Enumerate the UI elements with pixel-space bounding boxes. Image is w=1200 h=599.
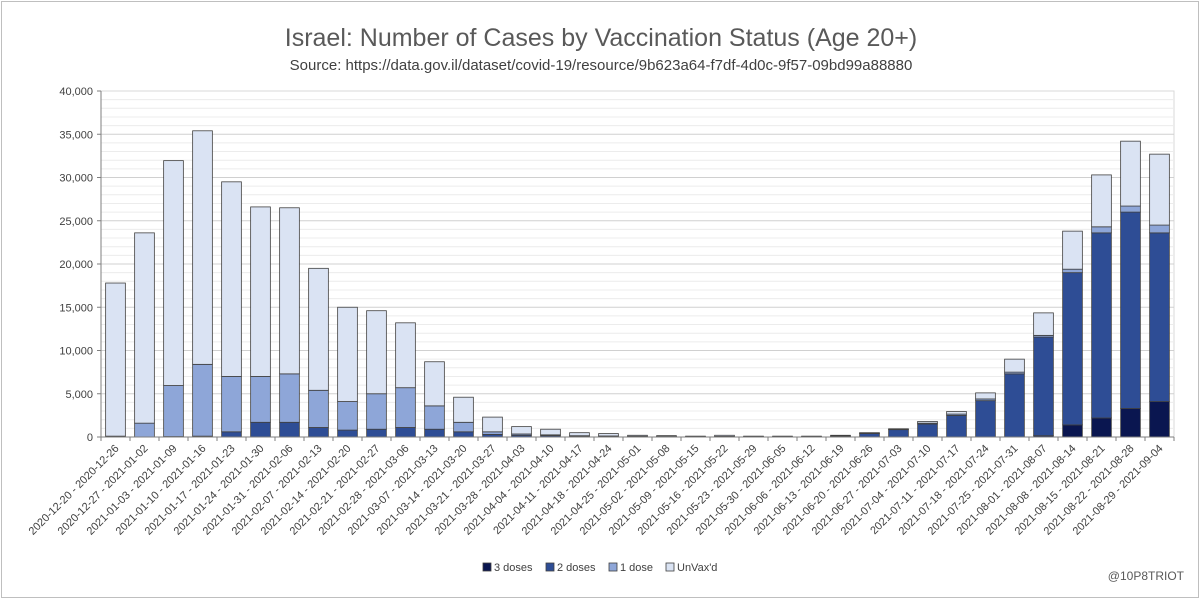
- bar-1-dose-4: [221, 376, 242, 433]
- bar-unvax-d-30: [975, 392, 996, 400]
- bar-unvax-d-8: [337, 306, 358, 402]
- bar-unvax-d-0: [105, 282, 126, 437]
- y-tick-label: 40,000: [59, 86, 93, 98]
- bar-2-doses-4: [221, 431, 242, 438]
- bar-2-doses-10: [395, 427, 416, 438]
- bar-2-doses-32: [1033, 336, 1054, 437]
- bar-1-dose-9: [366, 393, 387, 430]
- y-tick-label: 20,000: [59, 259, 93, 271]
- y-tick-label: 0: [87, 432, 93, 444]
- y-tick-label: 5,000: [65, 389, 93, 401]
- bar-2-doses-30: [975, 400, 996, 438]
- bar-1-dose-36: [1149, 224, 1170, 234]
- bar-unvax-d-2: [163, 160, 184, 386]
- bar-unvax-d-36: [1149, 153, 1170, 226]
- bar-unvax-d-1: [134, 232, 155, 424]
- bar-1-dose-12: [453, 421, 474, 433]
- bar-1-dose-33: [1062, 268, 1083, 274]
- bar-3-doses-33: [1062, 424, 1083, 438]
- bar-unvax-d-19: [656, 435, 677, 437]
- bar-unvax-d-5: [250, 206, 271, 377]
- bar-2-doses-11: [424, 428, 445, 438]
- legend-swatch-3-doses: [482, 562, 492, 572]
- y-tick-label: 30,000: [59, 173, 93, 185]
- bar-1-dose-7: [308, 389, 329, 428]
- bar-unvax-d-29: [946, 411, 967, 415]
- bar-1-dose-1: [134, 422, 155, 438]
- bar-2-doses-33: [1062, 272, 1083, 426]
- y-tick-label: 35,000: [59, 129, 93, 141]
- bar-2-doses-34: [1091, 232, 1112, 419]
- bar-3-doses-36: [1149, 401, 1170, 438]
- bar-2-doses-31: [1004, 373, 1025, 438]
- bar-unvax-d-15: [540, 428, 561, 436]
- legend-swatch-unvax-d: [665, 562, 675, 572]
- bar-2-doses-28: [917, 423, 938, 438]
- bars: [105, 130, 1170, 438]
- bar-1-dose-6: [279, 373, 300, 423]
- bar-2-doses-9: [366, 428, 387, 438]
- bar-3-doses-34: [1091, 417, 1112, 438]
- legend-label-1-dose: 1 dose: [620, 562, 653, 574]
- bar-1-dose-11: [424, 405, 445, 430]
- bar-1-dose-34: [1091, 226, 1112, 234]
- bar-unvax-d-11: [424, 361, 445, 407]
- bar-unvax-d-17: [598, 433, 619, 437]
- bar-unvax-d-9: [366, 310, 387, 395]
- bar-2-doses-6: [279, 421, 300, 438]
- legend-label-3-doses: 3 doses: [494, 562, 533, 574]
- bar-unvax-d-33: [1062, 230, 1083, 270]
- chart-subtitle: Source: https://data.gov.il/dataset/covi…: [289, 57, 913, 74]
- bar-1-dose-8: [337, 401, 358, 431]
- bar-1-dose-35: [1120, 205, 1141, 213]
- bar-unvax-d-4: [221, 181, 242, 377]
- legend-label-unvax-d: UnVax'd: [677, 562, 717, 574]
- bar-2-doses-35: [1120, 211, 1141, 409]
- bar-unvax-d-35: [1120, 140, 1141, 207]
- y-tick-label: 10,000: [59, 346, 93, 358]
- legend-swatch-1-dose: [608, 562, 618, 572]
- bar-2-doses-5: [250, 421, 271, 438]
- bar-unvax-d-12: [453, 396, 474, 423]
- bar-1-dose-2: [163, 385, 184, 437]
- bar-2-doses-29: [946, 414, 967, 438]
- bar-unvax-d-18: [627, 434, 648, 437]
- bar-unvax-d-21: [714, 434, 735, 437]
- axes: 0 5,000 10,000 15,000 20,000 25,000 30,000 35,0…: [27, 86, 1175, 538]
- bar-2-doses-8: [337, 429, 358, 438]
- bar-unvax-d-6: [279, 207, 300, 375]
- legend-swatch-2-doses: [545, 562, 555, 572]
- bar-3-doses-35: [1120, 408, 1141, 438]
- credit-label: @10P8TRIOT: [1107, 569, 1184, 583]
- bar-unvax-d-16: [569, 432, 590, 437]
- legend: 3 doses 2 doses 1 dose UnVax'd: [482, 562, 717, 574]
- bar-unvax-d-10: [395, 322, 416, 389]
- bar-1-dose-3: [192, 363, 213, 437]
- bar-unvax-d-3: [192, 130, 213, 365]
- bar-unvax-d-31: [1004, 358, 1025, 373]
- bar-unvax-d-28: [917, 421, 938, 424]
- bar-1-dose-5: [250, 376, 271, 423]
- bar-2-doses-36: [1149, 232, 1170, 402]
- bar-2-doses-7: [308, 427, 329, 438]
- chart-title: Israel: Number of Cases by Vaccination S…: [284, 24, 918, 52]
- y-tick-label: 25,000: [59, 216, 93, 228]
- bar-2-doses-12: [453, 431, 474, 438]
- bar-unvax-d-34: [1091, 174, 1112, 228]
- bar-unvax-d-32: [1033, 312, 1054, 336]
- bar-unvax-d-14: [511, 426, 532, 435]
- bar-unvax-d-7: [308, 267, 329, 391]
- bar-1-dose-10: [395, 387, 416, 428]
- y-tick-label: 15,000: [59, 302, 93, 314]
- bar-2-doses-26: [859, 433, 880, 438]
- legend-label-2-doses: 2 doses: [557, 562, 596, 574]
- bar-unvax-d-13: [482, 416, 503, 433]
- bar-2-doses-27: [888, 429, 909, 438]
- bar-unvax-d-25: [830, 434, 851, 437]
